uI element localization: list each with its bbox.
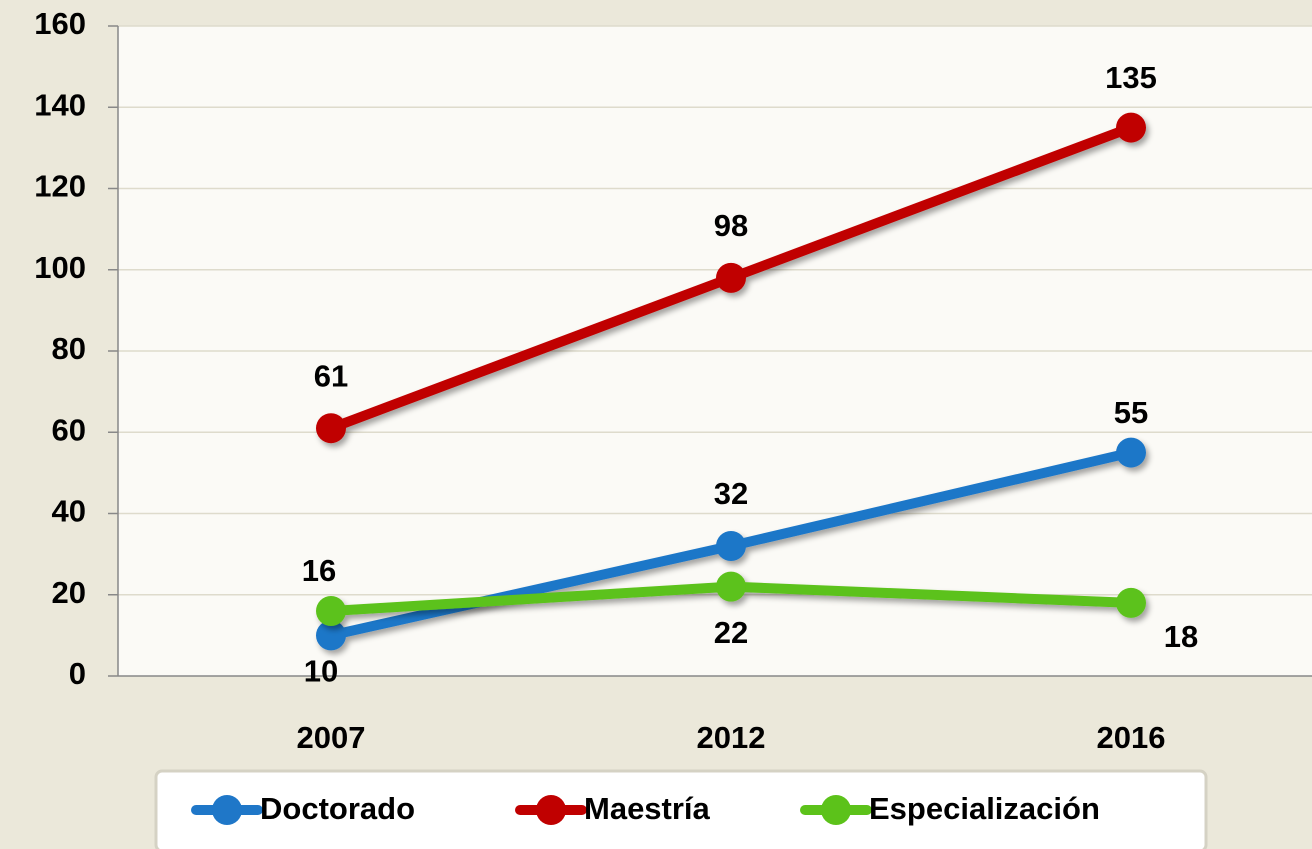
legend-label: Doctorado <box>260 791 415 826</box>
lines <box>316 112 1146 651</box>
data-label: 98 <box>714 208 748 243</box>
legend-marker <box>212 795 242 825</box>
data-label: 55 <box>1114 395 1148 430</box>
data-label: 135 <box>1105 60 1157 95</box>
grid <box>108 25 1312 677</box>
y-tick-label: 100 <box>34 250 86 285</box>
series <box>316 571 1146 626</box>
data-point <box>316 596 346 626</box>
y-tick-label: 120 <box>34 169 86 204</box>
data-point <box>316 620 346 651</box>
data-label: 22 <box>714 615 748 650</box>
data-point <box>716 262 746 293</box>
legend-box <box>154 769 1208 849</box>
data-point <box>316 413 346 444</box>
data-label: 18 <box>1164 619 1198 654</box>
data-label: 32 <box>714 476 748 511</box>
legend-marker <box>821 795 851 825</box>
x-tick-label: 2007 <box>297 720 366 755</box>
y-tick-label: 140 <box>34 87 86 122</box>
y-tick-label: 0 <box>69 656 86 691</box>
data-label: 16 <box>302 553 336 588</box>
data-point <box>1116 587 1146 618</box>
data-label: 61 <box>314 358 348 393</box>
y-tick-label: 80 <box>52 331 86 366</box>
data-point <box>1116 112 1146 143</box>
y-tick-label: 20 <box>52 575 86 610</box>
legend-label: Especialización <box>869 791 1100 826</box>
y-tick-label: 160 <box>34 6 86 41</box>
data-point <box>716 571 746 602</box>
y-tick-label: 40 <box>52 494 86 529</box>
y-tick-label: 60 <box>52 412 86 447</box>
legend-marker <box>536 795 566 825</box>
data-label: 10 <box>304 654 338 689</box>
x-tick-label: 2016 <box>1097 720 1166 755</box>
legend-label: Maestría <box>584 791 711 826</box>
series <box>316 112 1146 444</box>
data-point <box>716 531 746 561</box>
data-point <box>1116 437 1146 468</box>
x-tick-label: 2012 <box>697 720 766 755</box>
